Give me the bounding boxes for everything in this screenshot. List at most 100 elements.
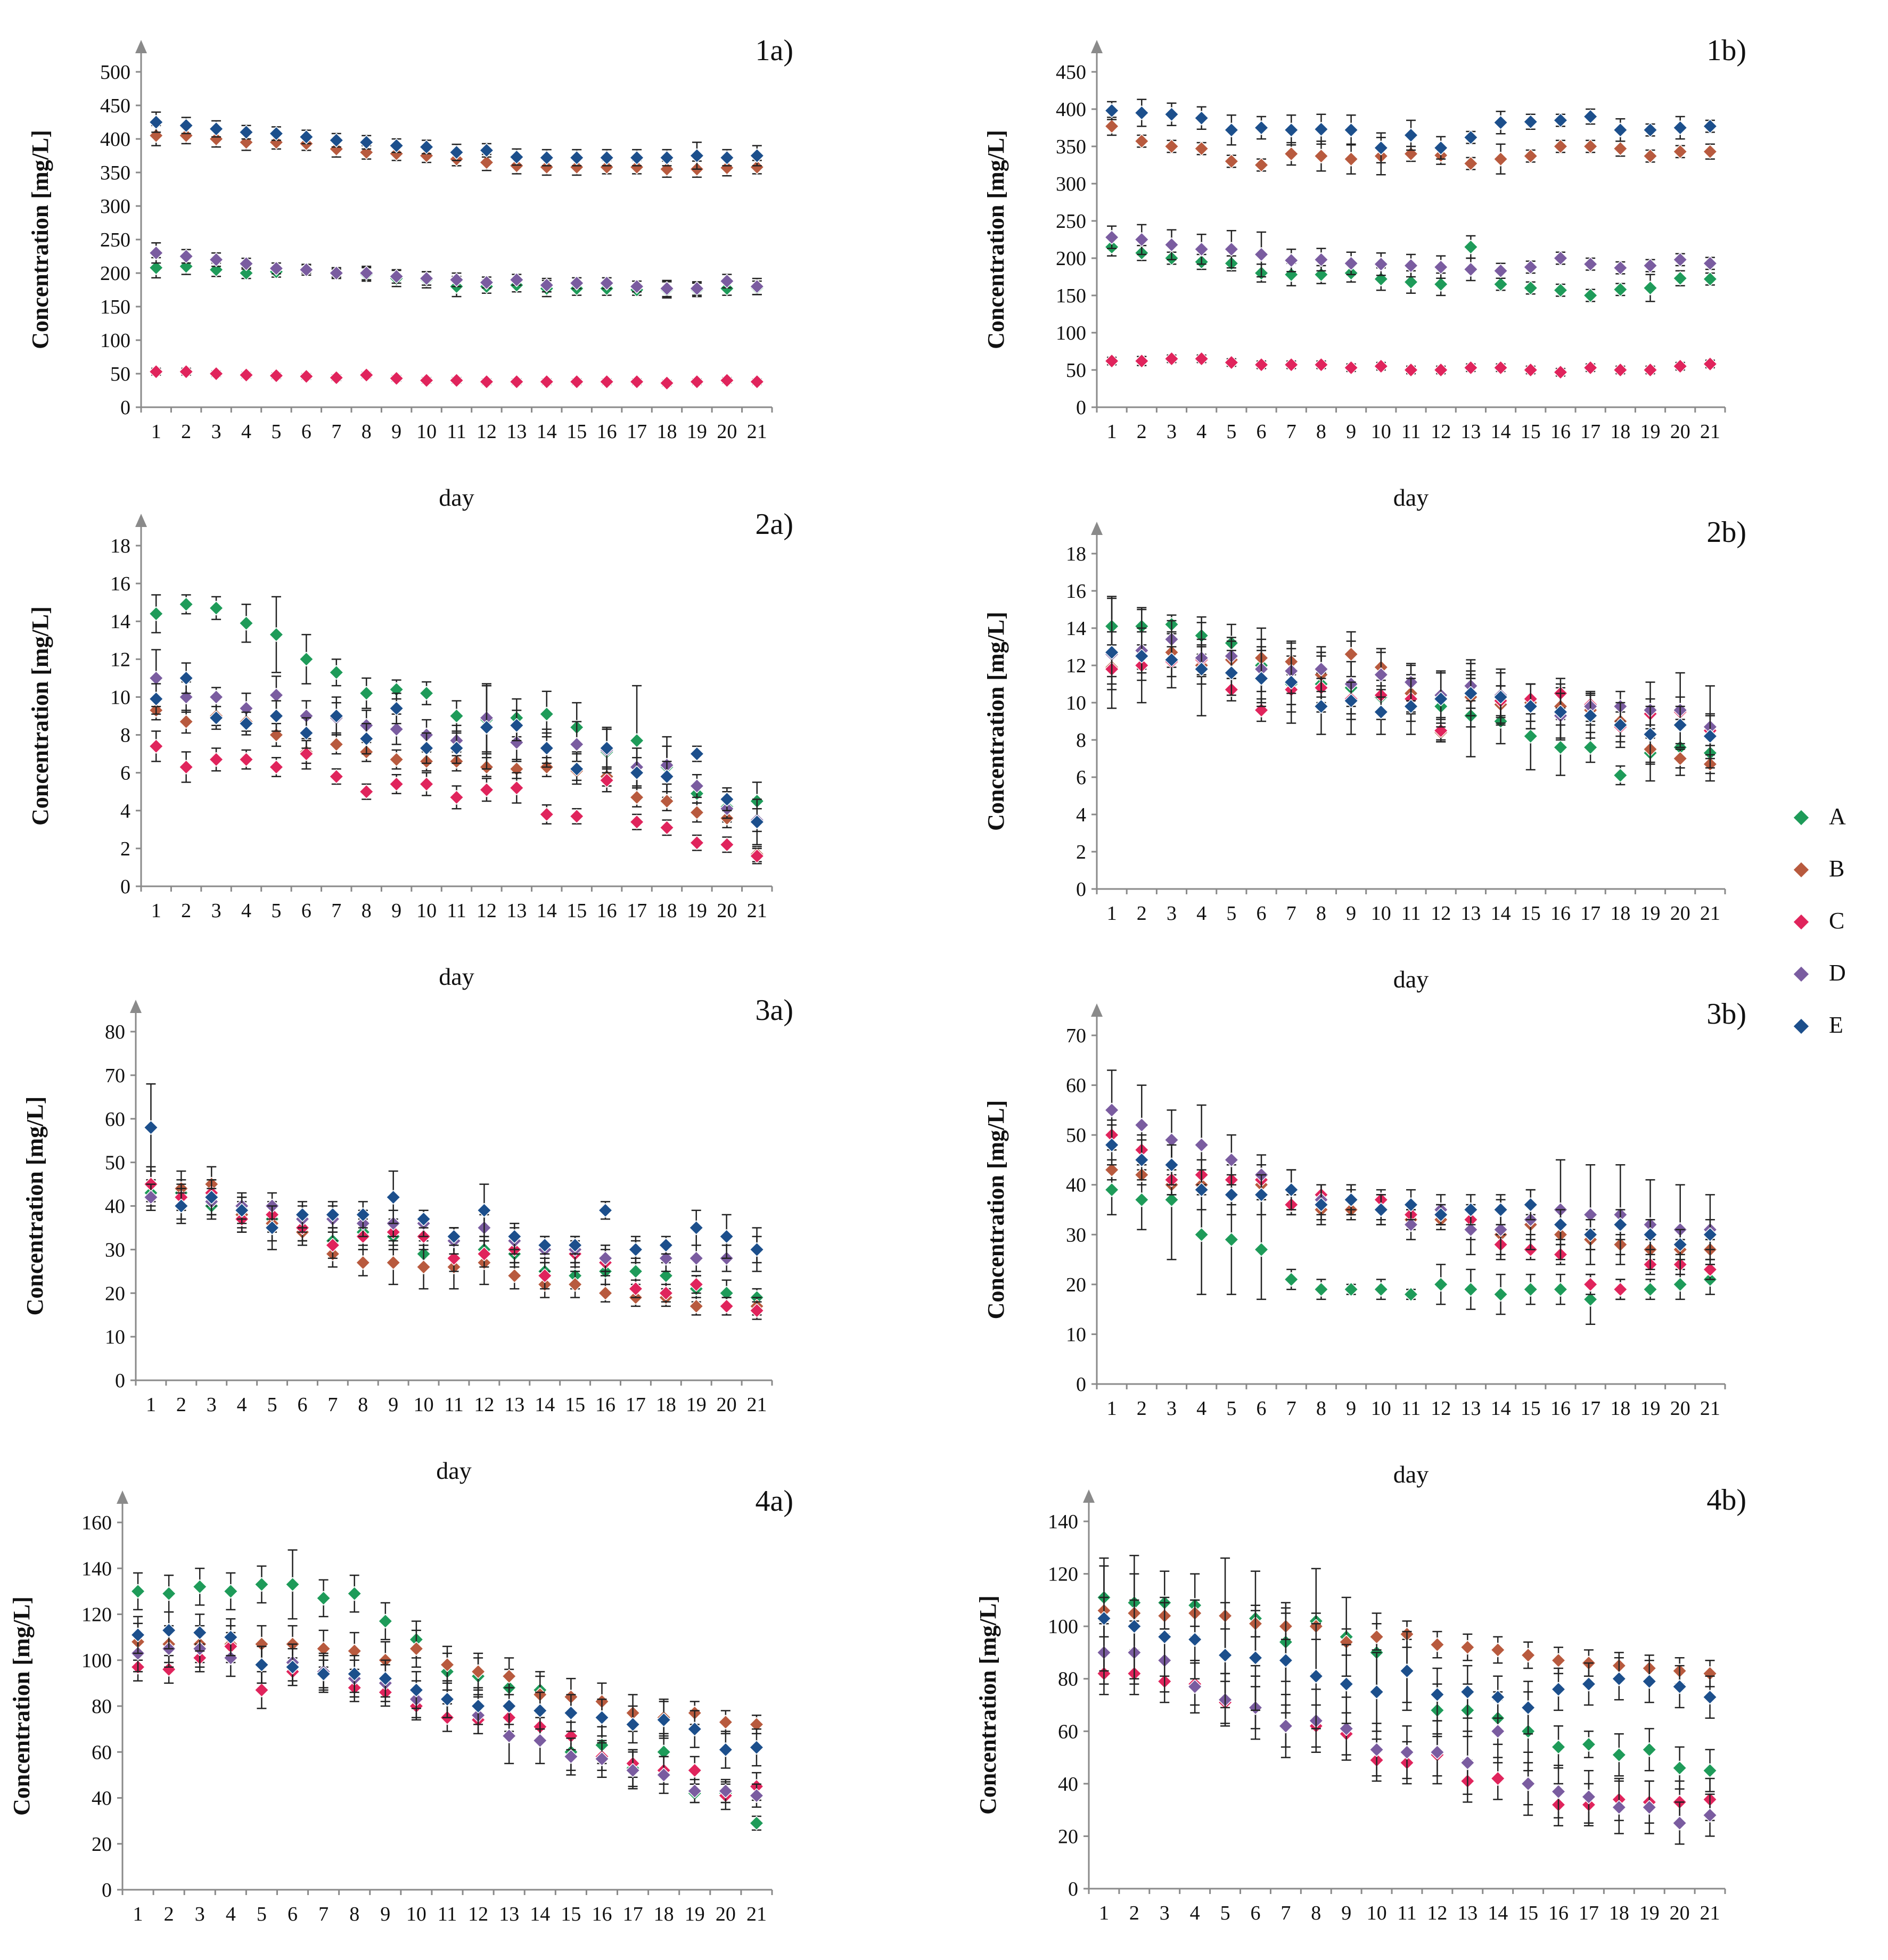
panel-1b-x-tick-label: 6 bbox=[1257, 421, 1267, 443]
data-point bbox=[749, 159, 765, 175]
panel-1b-y-tick-label: 300 bbox=[1056, 173, 1086, 195]
data-point bbox=[749, 1740, 765, 1755]
data-point bbox=[1104, 229, 1120, 245]
panel-3a-panel-label: 3a) bbox=[755, 994, 793, 1027]
panel-4a-x-tick-label: 10 bbox=[406, 1903, 426, 1925]
panel-1a-y-tick-label: 150 bbox=[100, 296, 130, 318]
data-point bbox=[192, 1625, 208, 1641]
panel-2b-x-tick-label: 10 bbox=[1371, 902, 1391, 925]
panel-4b-x-tick-label: 8 bbox=[1311, 1902, 1321, 1924]
data-point bbox=[268, 261, 284, 276]
panel-4b-y-tick-label: 140 bbox=[1048, 1511, 1078, 1533]
data-point bbox=[479, 275, 494, 290]
data-point bbox=[537, 1238, 553, 1253]
legend-item-d: D bbox=[1786, 955, 1882, 1007]
panel-2b-y-tick-label: 4 bbox=[1076, 804, 1086, 826]
data-point bbox=[149, 738, 164, 754]
data-point bbox=[1433, 1207, 1449, 1222]
panel-1b-y-tick-label: 200 bbox=[1056, 248, 1086, 270]
data-point bbox=[719, 792, 735, 807]
data-point bbox=[209, 252, 224, 267]
data-point bbox=[1583, 109, 1598, 125]
data-point bbox=[223, 1629, 239, 1645]
panel-2b-x-tick-label: 5 bbox=[1226, 902, 1236, 925]
data-point bbox=[1430, 1687, 1445, 1702]
panel-1b-x-tick-label: 8 bbox=[1316, 421, 1326, 443]
data-point bbox=[628, 1281, 643, 1297]
panel-2a-y-tick-label: 0 bbox=[120, 876, 130, 898]
data-point bbox=[209, 710, 224, 726]
data-point bbox=[1284, 357, 1299, 373]
data-point bbox=[1253, 357, 1269, 373]
data-point bbox=[389, 752, 404, 767]
data-point bbox=[1460, 1684, 1475, 1700]
data-point bbox=[1373, 358, 1389, 374]
panel-4a-y-tick-label: 20 bbox=[92, 1833, 112, 1856]
panel-3b-x-tick-label: 14 bbox=[1491, 1397, 1511, 1420]
data-point bbox=[1284, 122, 1299, 138]
panel-4b-x-tick-label: 13 bbox=[1457, 1902, 1477, 1924]
data-point bbox=[1343, 646, 1359, 662]
data-point bbox=[359, 784, 374, 800]
panel-2a-x-axis-label: day bbox=[439, 963, 474, 990]
legend-marker-c bbox=[1793, 914, 1809, 930]
data-point bbox=[1493, 151, 1508, 167]
panel-2a-x-tick-label: 9 bbox=[391, 900, 401, 922]
data-point bbox=[1672, 717, 1688, 733]
panel-2b-series-e bbox=[1104, 596, 1718, 763]
data-point bbox=[1278, 1718, 1293, 1734]
data-point bbox=[1399, 1744, 1415, 1760]
panel-3a-y-axis-label: Concentration [mg/L] bbox=[22, 1097, 48, 1316]
panel-4a-x-tick-label: 11 bbox=[438, 1903, 457, 1925]
panel-4a-x-tick-label: 13 bbox=[499, 1903, 519, 1925]
data-point bbox=[688, 1277, 704, 1292]
panel-1b-panel-label: 1b) bbox=[1706, 34, 1746, 67]
data-point bbox=[509, 780, 524, 796]
data-point bbox=[539, 159, 554, 175]
data-point bbox=[1430, 1637, 1445, 1652]
data-point bbox=[719, 373, 735, 388]
data-point bbox=[477, 1246, 492, 1262]
panel-1b-series-d bbox=[1104, 224, 1718, 282]
data-point bbox=[1284, 253, 1299, 268]
panel-4b-y-tick-label: 80 bbox=[1058, 1668, 1078, 1691]
data-point bbox=[471, 1698, 486, 1714]
data-point bbox=[1164, 106, 1179, 122]
panel-1a-series-e bbox=[149, 111, 765, 170]
data-point bbox=[599, 740, 614, 756]
data-point bbox=[1641, 1674, 1657, 1689]
panel-2a-series-c bbox=[149, 730, 765, 864]
data-point bbox=[1253, 246, 1269, 262]
panel-2b-x-tick-label: 14 bbox=[1491, 902, 1511, 925]
data-point bbox=[689, 778, 704, 794]
panel-3b-x-tick-label: 18 bbox=[1610, 1397, 1630, 1420]
panel-3b-y-tick-label: 60 bbox=[1066, 1075, 1086, 1097]
panel-2a-y-tick-label: 10 bbox=[110, 686, 130, 709]
panel-4a-y-tick-label: 160 bbox=[81, 1512, 112, 1534]
panel-2a-y-tick-label: 8 bbox=[120, 724, 130, 747]
data-point bbox=[1553, 250, 1569, 266]
data-point bbox=[1314, 121, 1329, 137]
panel-1b-x-tick-label: 7 bbox=[1286, 421, 1296, 443]
data-point bbox=[1253, 157, 1269, 173]
data-point bbox=[502, 1728, 517, 1744]
data-point bbox=[659, 281, 675, 297]
panel-1b-x-tick-label: 17 bbox=[1580, 421, 1600, 443]
data-point bbox=[719, 1298, 734, 1314]
data-point bbox=[419, 271, 434, 286]
panel-1a-y-tick-label: 0 bbox=[120, 397, 130, 419]
data-point bbox=[1613, 141, 1628, 157]
data-point bbox=[439, 1692, 455, 1707]
panel-2a-x-tick-label: 3 bbox=[211, 900, 221, 922]
data-point bbox=[1314, 1282, 1329, 1297]
data-point bbox=[1224, 242, 1239, 257]
data-point bbox=[449, 708, 464, 724]
panel-4a-x-tick-label: 14 bbox=[530, 1903, 550, 1925]
data-point bbox=[1523, 698, 1538, 714]
panel-4a-x-tick-label: 17 bbox=[623, 1903, 643, 1925]
panel-4a-x-tick-label: 21 bbox=[746, 1903, 767, 1925]
panel-1a-x-tick-label: 17 bbox=[627, 421, 647, 443]
panel-4b-x-tick-label: 19 bbox=[1639, 1902, 1660, 1924]
data-point bbox=[1278, 1653, 1293, 1668]
